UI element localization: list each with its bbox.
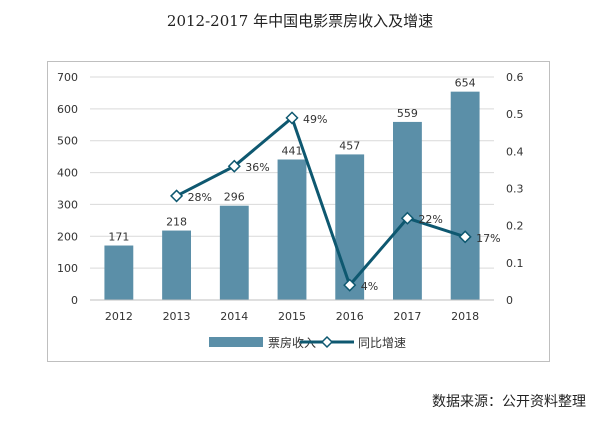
line-labels: 28% 36% 49% 4% 22% 17% [188,113,501,293]
bar-data-label: 559 [397,107,418,120]
bar [393,121,422,300]
y-left-tick-label: 400 [57,167,78,180]
y-left-tick-label: 500 [57,135,78,148]
x-tick-label: 2016 [336,310,364,323]
line-point-marker [227,159,241,173]
growth-line [175,115,466,289]
bar-data-label: 171 [108,231,129,244]
line-data-label: 4% [361,280,378,293]
y-right-tick-label: 0.1 [506,257,524,270]
line-point-marker [170,189,184,203]
source-note: 数据来源：公开资料整理 [432,394,586,410]
y-left-tick-label: 600 [57,103,78,116]
line-data-label: 28% [188,191,212,204]
bar [277,159,307,300]
y-right-tick-label: 0.3 [506,183,524,196]
line-data-label: 36% [245,161,269,174]
x-tick-label: 2013 [163,310,191,323]
bar-data-label: 457 [339,139,360,152]
line-point-marker [400,211,414,225]
y-right-tick-label: 0 [506,294,513,307]
x-tick-label: 2015 [278,310,306,323]
line-point-marker [458,230,472,244]
bar-series [104,91,480,300]
chart-title: 2012-2017 年中国电影票房收入及增速 [166,12,434,30]
x-tick-label: 2012 [105,310,133,323]
x-tick-label: 2018 [451,310,479,323]
line-data-label: 22% [418,213,442,226]
axes: 0 100 200 300 400 500 600 700 0 0.1 0.2 0.3 0.4 0.5 0.… [57,71,524,323]
legend: 票房收入 同比增速 [209,335,406,350]
bar [104,245,134,300]
bar-labels: 171 218 296 441 457 559 654 [108,77,475,244]
y-right-tick-label: 0.6 [506,71,524,84]
bar [450,91,480,300]
legend-swatch-marker [320,335,334,349]
x-tick-label: 2014 [220,310,248,323]
line-point-marker [343,278,357,292]
legend-swatch-bar [209,337,263,347]
y-right-tick-label: 0.2 [506,220,524,233]
x-tick-label: 2017 [393,310,421,323]
y-left-tick-label: 700 [57,71,78,84]
chart-frame [47,61,550,362]
y-right-tick-label: 0.4 [506,145,524,158]
legend-label-line: 同比增速 [358,336,406,350]
bar [335,154,365,300]
bar [219,205,249,300]
bar [162,230,191,300]
legend-label-bar: 票房收入 [268,335,316,350]
y-left-tick-label: 0 [71,294,78,307]
bar-data-label: 441 [282,145,303,158]
bar-data-label: 218 [166,216,187,229]
bar-data-label: 654 [455,77,476,90]
line-data-label: 49% [303,113,327,126]
y-left-tick-label: 200 [57,230,78,243]
bar-data-label: 296 [224,191,245,204]
line-series [170,111,472,292]
line-point-marker [285,111,299,125]
y-left-tick-label: 100 [57,262,78,275]
y-right-tick-label: 0.5 [506,108,524,121]
y-left-tick-label: 300 [57,198,78,211]
line-data-label: 17% [476,232,500,245]
